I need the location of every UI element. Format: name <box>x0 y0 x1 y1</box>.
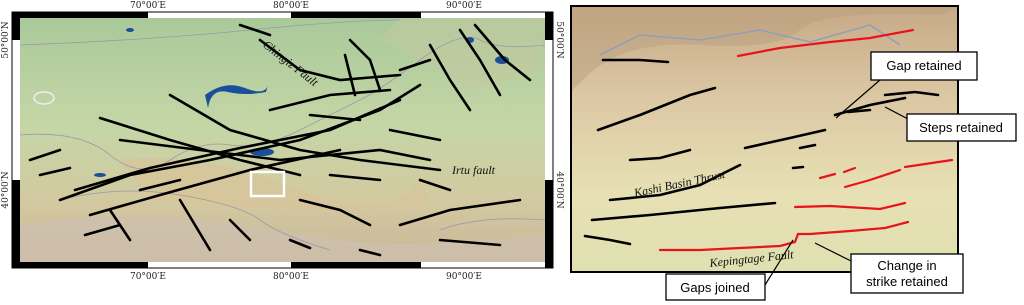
lon-label: 70°00′E <box>130 1 166 11</box>
lon-label: 80°00′E <box>273 272 309 282</box>
lat-label: 40°00′N <box>554 171 564 208</box>
callout-text: Steps retained <box>919 120 1003 135</box>
callout-box <box>665 273 766 301</box>
frame <box>12 12 553 268</box>
lon-label: 90°00′E <box>446 1 482 11</box>
faults <box>583 28 954 252</box>
callout-box <box>870 51 978 81</box>
callout-text: Gaps joined <box>680 280 749 295</box>
callout-text: Change in <box>877 258 936 273</box>
leaders <box>764 79 911 286</box>
lat-label: 40°00′N <box>1 171 11 208</box>
lat-label: 50°00′N <box>554 21 564 58</box>
callout-box <box>906 113 1017 142</box>
lon-label: 70°00′E <box>130 272 166 282</box>
left-map: 70°00′E 80°00′E 90°00′E 70°00′E 80°00′E … <box>1 1 564 282</box>
lon-label: 80°00′E <box>273 1 309 11</box>
callout-text: Gap retained <box>886 58 961 73</box>
callout-box <box>850 253 964 294</box>
fault-label: Irtu fault <box>451 163 496 177</box>
right-map: Kashi Basin Thrust Kepingtage Fault Gap … <box>570 5 1017 301</box>
lon-label: 90°00′E <box>446 272 482 282</box>
callout-text: strike retained <box>866 274 948 289</box>
faults <box>28 23 532 257</box>
lat-label: 50°00′N <box>1 21 11 58</box>
